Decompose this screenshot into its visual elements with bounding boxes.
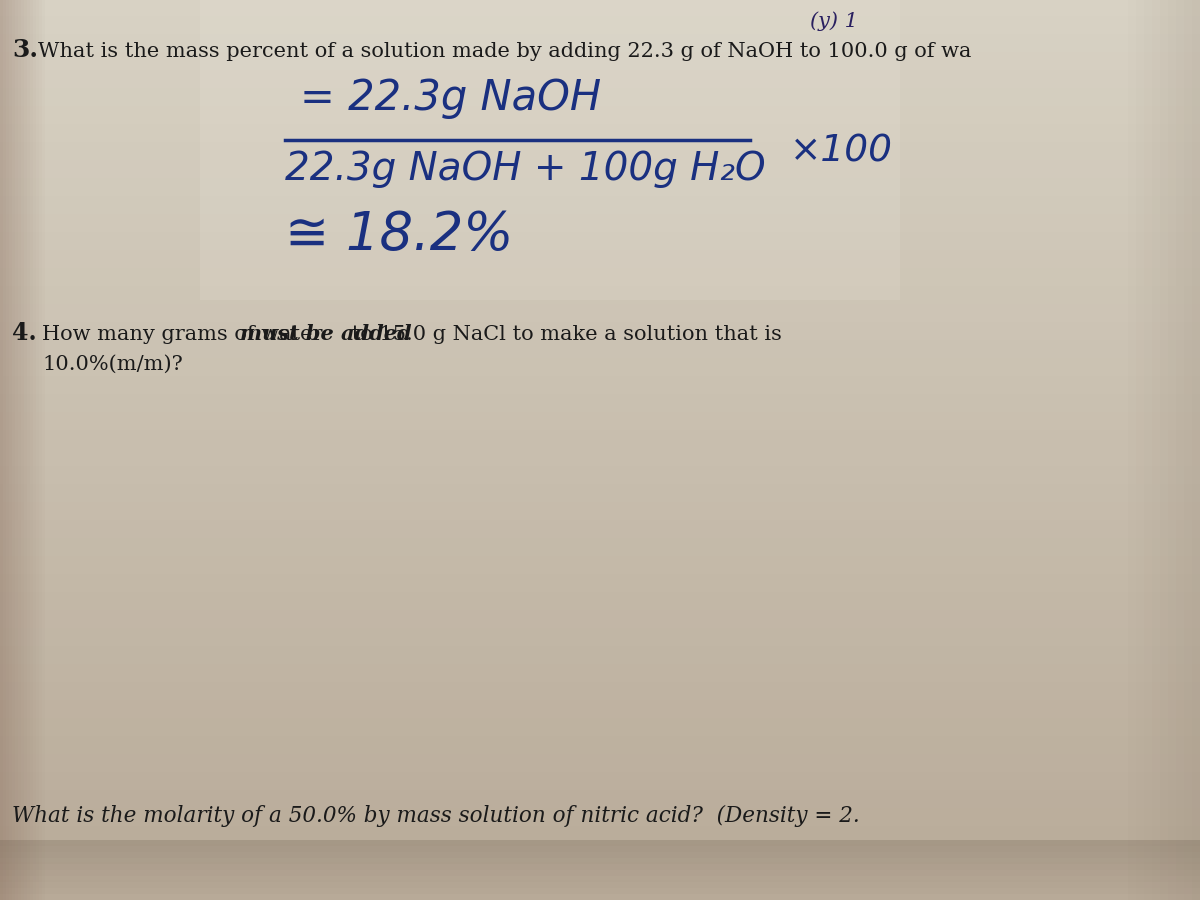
Bar <box>1192 0 1200 900</box>
Text: 3.: 3. <box>12 38 38 62</box>
Bar <box>0 70 1200 90</box>
Bar <box>0 718 1200 738</box>
Bar <box>0 844 1200 864</box>
Bar <box>30 0 34 900</box>
Bar <box>0 772 1200 792</box>
Bar <box>1152 0 1160 900</box>
Bar <box>0 394 1200 414</box>
Bar <box>0 754 1200 774</box>
Bar <box>0 52 1200 72</box>
Bar <box>0 894 1200 900</box>
Bar <box>12 0 14 900</box>
Bar <box>0 538 1200 558</box>
Text: 22.3g NaOH + 100g H₂O: 22.3g NaOH + 100g H₂O <box>286 150 766 188</box>
Bar <box>18 0 22 900</box>
Bar <box>22 0 24 900</box>
Text: How many grams of water: How many grams of water <box>42 325 329 344</box>
Text: ≅ 18.2%: ≅ 18.2% <box>286 209 514 261</box>
Bar <box>0 160 1200 180</box>
Bar <box>1168 0 1176 900</box>
Bar <box>0 286 1200 306</box>
Bar <box>0 466 1200 486</box>
Text: What is the mass percent of a solution made by adding 22.3 g of NaOH to 100.0 g : What is the mass percent of a solution m… <box>38 42 971 61</box>
Text: to 15.0 g NaCl to make a solution that is: to 15.0 g NaCl to make a solution that i… <box>346 325 782 344</box>
Bar <box>0 88 1200 108</box>
Bar <box>0 34 1200 54</box>
Bar <box>0 852 1200 858</box>
Bar <box>0 846 1200 852</box>
Bar <box>0 888 1200 894</box>
Bar <box>1160 0 1168 900</box>
Bar <box>0 106 1200 126</box>
Bar <box>42 0 46 900</box>
Bar <box>0 304 1200 324</box>
Bar <box>34 0 36 900</box>
Bar <box>0 196 1200 216</box>
Bar <box>1128 0 1136 900</box>
Bar <box>14 0 18 900</box>
Text: = 22.3g NaOH: = 22.3g NaOH <box>300 77 601 119</box>
Bar <box>0 880 1200 900</box>
Bar <box>0 826 1200 846</box>
Bar <box>24 0 28 900</box>
Bar <box>38 0 42 900</box>
Bar <box>0 592 1200 612</box>
Bar <box>0 232 1200 252</box>
Bar <box>0 214 1200 234</box>
Bar <box>0 484 1200 504</box>
Bar <box>1144 0 1152 900</box>
Bar <box>0 268 1200 288</box>
Bar <box>0 250 1200 270</box>
Bar <box>0 870 1200 876</box>
Bar <box>0 790 1200 810</box>
Bar <box>0 858 1200 864</box>
Bar <box>0 876 1200 882</box>
Text: 4.: 4. <box>12 321 37 345</box>
Bar <box>0 430 1200 450</box>
Bar <box>0 142 1200 162</box>
Bar <box>0 840 1200 846</box>
Bar <box>2 0 6 900</box>
Bar <box>36 0 38 900</box>
Bar <box>0 808 1200 828</box>
Bar <box>0 556 1200 576</box>
Text: What is the molarity of a 50.0% by mass solution of nitric acid?  (Density = 2.: What is the molarity of a 50.0% by mass … <box>12 805 859 827</box>
Bar <box>0 16 1200 36</box>
Bar <box>1184 0 1192 900</box>
Bar <box>0 628 1200 648</box>
Bar <box>0 646 1200 666</box>
Bar <box>0 862 1200 882</box>
Bar <box>10 0 12 900</box>
Text: (y) 1: (y) 1 <box>810 12 858 31</box>
Bar <box>0 610 1200 630</box>
Bar <box>0 124 1200 144</box>
Bar <box>0 322 1200 342</box>
Bar <box>0 882 1200 888</box>
Bar <box>200 0 900 300</box>
Bar <box>0 358 1200 378</box>
Bar <box>0 574 1200 594</box>
Bar <box>0 448 1200 468</box>
Bar <box>0 0 2 900</box>
Bar <box>6 0 10 900</box>
Bar <box>0 736 1200 756</box>
Bar <box>1120 0 1128 900</box>
Text: must be added: must be added <box>240 324 412 344</box>
Bar <box>0 340 1200 360</box>
Bar <box>0 502 1200 522</box>
Bar <box>0 864 1200 870</box>
Bar <box>0 520 1200 540</box>
Bar <box>28 0 30 900</box>
Bar <box>0 178 1200 198</box>
Bar <box>0 682 1200 702</box>
Bar <box>0 700 1200 720</box>
Bar <box>0 412 1200 432</box>
Bar <box>0 0 1200 18</box>
Bar <box>0 376 1200 396</box>
Text: ×100: ×100 <box>790 134 893 170</box>
Text: 10.0%(m/m)?: 10.0%(m/m)? <box>42 355 182 374</box>
Bar <box>0 664 1200 684</box>
Bar <box>1136 0 1144 900</box>
Bar <box>1176 0 1184 900</box>
